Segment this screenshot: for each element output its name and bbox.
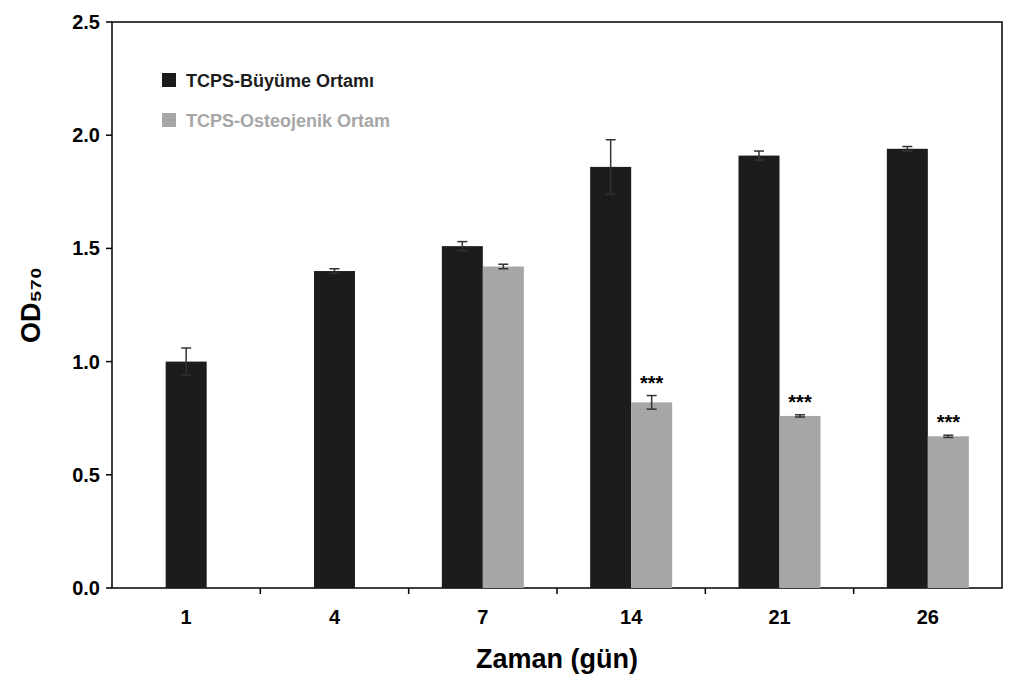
x-tick-label: 14 [620, 606, 643, 628]
y-tick-label: 2.0 [72, 124, 100, 146]
x-tick-label: 1 [181, 606, 192, 628]
annotations: *** *** *** [640, 372, 960, 434]
bar [887, 149, 928, 588]
bar [928, 436, 969, 588]
y-tick [106, 587, 112, 589]
error-bar [457, 242, 467, 251]
error-bar [902, 147, 912, 152]
y-tick [106, 361, 112, 363]
bar [314, 271, 355, 588]
error-bar [498, 264, 508, 269]
y-tick [106, 21, 112, 23]
legend: TCPS-Büyüme Ortamı TCPS-Osteojenik Ortam [162, 71, 390, 131]
error-bar [795, 415, 805, 417]
x-separator [705, 588, 707, 594]
background [0, 0, 1024, 694]
bar [739, 156, 780, 588]
error-bar [754, 151, 764, 160]
y-tick-label: 2.5 [72, 11, 100, 33]
y-tick [106, 134, 112, 136]
x-separator [408, 588, 410, 594]
bars [166, 140, 969, 588]
error-bar [606, 140, 616, 194]
x-tick-label: 4 [329, 606, 341, 628]
legend-swatch [162, 73, 176, 87]
x-tick-label: 7 [477, 606, 488, 628]
bar [780, 416, 821, 588]
legend-label: TCPS-Büyüme Ortamı [186, 71, 374, 91]
chart: 0.00.51.01.52.02.5147142126Zaman (gün)OD… [0, 0, 1024, 694]
bar [442, 246, 483, 588]
x-separator [556, 588, 558, 594]
x-tick-label: 21 [768, 606, 790, 628]
bar [590, 167, 631, 588]
bar [483, 267, 524, 588]
y-tick-label: 0.0 [72, 577, 100, 599]
error-bar [943, 435, 953, 437]
legend-label: TCPS-Osteojenik Ortam [186, 111, 390, 131]
error-bar [647, 396, 657, 410]
x-axis-label: Zaman (gün) [476, 644, 638, 674]
x-tick-label: 26 [917, 606, 939, 628]
significance-label: *** [640, 372, 664, 394]
bar [166, 362, 207, 588]
y-axis-label: OD₅₇₀ [16, 267, 46, 343]
significance-label: *** [788, 391, 812, 413]
y-tick-label: 1.0 [72, 351, 100, 373]
y-tick-label: 1.5 [72, 237, 100, 259]
error-bar [181, 348, 191, 375]
error-bar [330, 269, 340, 274]
plot-frame [112, 22, 1002, 588]
y-tick-label: 0.5 [72, 464, 100, 486]
x-separator [260, 588, 262, 594]
y-tick [106, 474, 112, 476]
significance-label: *** [937, 411, 961, 433]
x-separator [853, 588, 855, 594]
legend-swatch [162, 113, 176, 127]
y-tick [106, 248, 112, 250]
bar [631, 402, 672, 588]
